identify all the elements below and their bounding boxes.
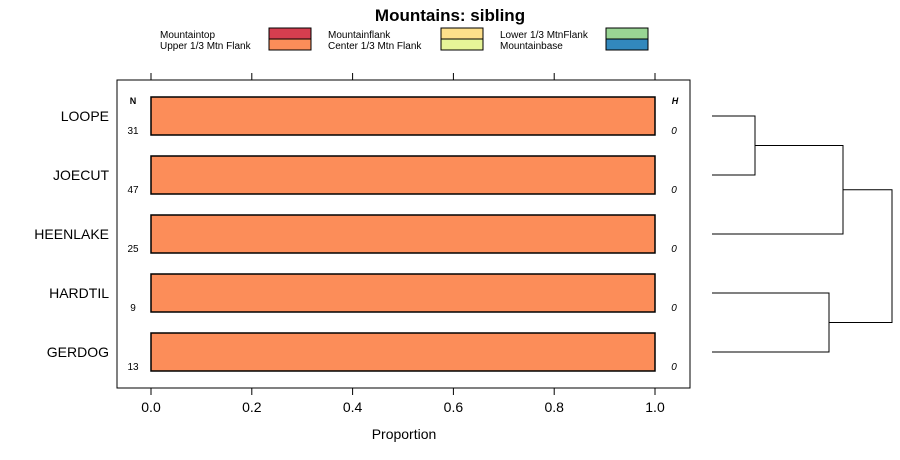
row-label: HEENLAKE xyxy=(34,226,109,242)
x-tick-label: 0.4 xyxy=(343,399,363,415)
x-axis: 0.0 0.2 0.4 0.6 0.8 1.0 xyxy=(141,73,665,415)
n-value: 31 xyxy=(127,126,139,137)
x-tick-label: 0.2 xyxy=(242,399,262,415)
legend-label: Lower 1/3 MtnFlank xyxy=(500,30,589,41)
bar-segment xyxy=(150,214,656,254)
row-label: GERDOG xyxy=(47,344,109,360)
h-value: 0 xyxy=(671,185,677,196)
h-value: 0 xyxy=(671,244,677,255)
legend-swatch xyxy=(440,27,484,40)
bar-segment xyxy=(150,96,656,136)
plot-frame xyxy=(116,79,691,389)
h-column-header: H xyxy=(672,96,679,106)
dendrogram-branch xyxy=(712,145,844,235)
row-label: LOOPE xyxy=(61,108,109,124)
bar-segment xyxy=(150,273,656,313)
bars: 31 0 47 0 25 0 9 0 13 0 xyxy=(127,96,677,373)
x-tick-label: 0.0 xyxy=(141,399,161,415)
h-value: 0 xyxy=(671,362,677,373)
legend-swatch xyxy=(268,38,312,51)
dendrogram-branch xyxy=(712,292,830,353)
n-value: 47 xyxy=(127,185,139,196)
legend-label: Mountainbase xyxy=(500,41,563,52)
legend-swatch xyxy=(268,27,312,40)
bar-segment xyxy=(150,332,656,372)
row-labels: LOOPE JOECUT HEENLAKE HARDTIL GERDOG xyxy=(34,108,109,360)
legend-swatch xyxy=(440,38,484,51)
x-axis-label: Proportion xyxy=(372,426,437,442)
dendrogram-branch xyxy=(712,115,756,176)
bar-segment xyxy=(150,155,656,195)
n-value: 25 xyxy=(127,244,139,255)
dendrogram-branch xyxy=(829,189,893,323)
dendrogram xyxy=(712,115,893,353)
x-tick-label: 1.0 xyxy=(645,399,665,415)
chart-title: Mountains: sibling xyxy=(375,6,525,25)
legend-label: Upper 1/3 Mtn Flank xyxy=(160,41,252,52)
x-tick-label: 0.8 xyxy=(544,399,564,415)
row-label: HARDTIL xyxy=(49,285,109,301)
row-label: JOECUT xyxy=(53,167,109,183)
legend-label: Mountainflank xyxy=(328,30,391,41)
h-value: 0 xyxy=(671,126,677,137)
legend-swatch xyxy=(605,38,649,51)
n-value: 13 xyxy=(127,362,139,373)
n-column-header: N xyxy=(130,96,137,106)
legend-label: Center 1/3 Mtn Flank xyxy=(328,41,422,52)
n-value: 9 xyxy=(130,303,136,314)
legend-label: Mountaintop xyxy=(160,30,215,41)
x-tick-label: 0.6 xyxy=(444,399,464,415)
legend-swatch xyxy=(605,27,649,40)
h-value: 0 xyxy=(671,303,677,314)
